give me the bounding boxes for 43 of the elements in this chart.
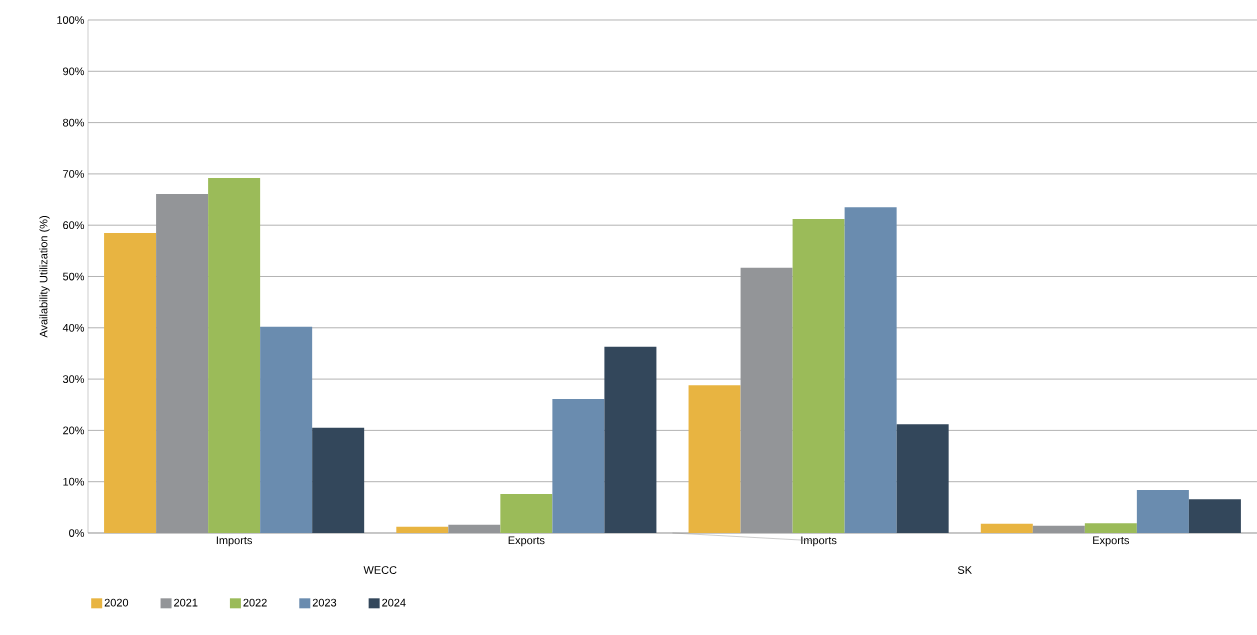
y-tick-label: 30% — [62, 375, 85, 383]
bar — [1032, 525, 1085, 533]
legend-label: 2023 — [312, 598, 337, 607]
y-tick-label: 90% — [63, 67, 85, 76]
bar — [448, 524, 501, 533]
y-tick-label: 60% — [63, 221, 85, 230]
bar — [260, 326, 313, 533]
bar — [1136, 489, 1189, 533]
bar — [208, 178, 261, 533]
bar — [312, 427, 365, 533]
bar — [552, 399, 605, 533]
bar — [1188, 499, 1241, 533]
y-axis-title: Availability Utilization (%) — [39, 216, 50, 338]
y-tick-label: 100% — [57, 16, 85, 24]
x-tick-label: Imports — [216, 536, 252, 547]
x-tick-label: Exports — [1093, 536, 1130, 547]
y-tick-label: 70% — [63, 170, 85, 178]
y-tick-label: 50% — [62, 272, 85, 281]
text: SK — [957, 566, 972, 574]
legend-label: 2020 — [104, 598, 129, 607]
bar — [396, 526, 449, 533]
y-tick-label: 10% — [63, 477, 85, 486]
legend-label: 2024 — [382, 598, 406, 607]
bar — [844, 207, 897, 533]
bar — [792, 219, 845, 533]
bar — [156, 193, 209, 533]
x-tick-label: Imports — [801, 536, 837, 547]
bar — [980, 523, 1033, 533]
y-tick-label: 40% — [62, 323, 85, 332]
bar — [896, 424, 949, 533]
bar — [1084, 523, 1137, 533]
x-tick-label: Exports — [508, 536, 545, 547]
bar — [500, 494, 553, 533]
bar — [688, 385, 741, 533]
bar — [740, 267, 793, 533]
y-tick-label: 0% — [69, 529, 85, 537]
bar — [604, 346, 657, 533]
legend-label: 2021 — [174, 598, 198, 607]
bar — [104, 232, 157, 533]
legend-label: 2022 — [243, 598, 267, 607]
text: WECC — [363, 566, 397, 574]
y-tick-label: 20% — [63, 426, 85, 435]
y-tick-label: 80% — [63, 118, 85, 127]
